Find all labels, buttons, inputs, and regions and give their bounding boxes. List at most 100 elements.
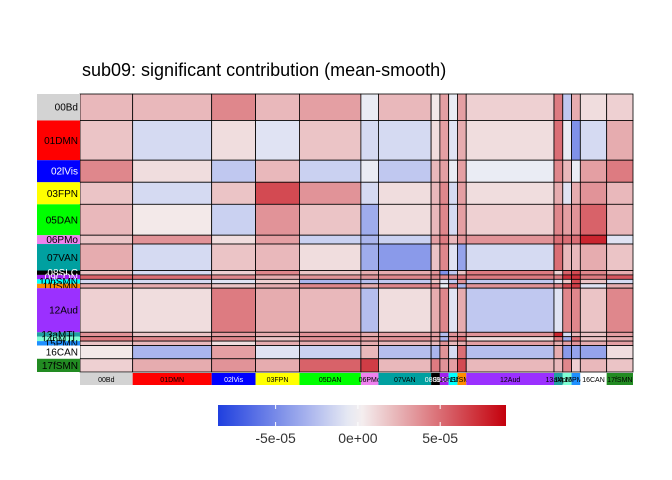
heatmap-cell-15PMN-16CAN: [579, 340, 608, 346]
heatmap-cell-00Bd-05DAN: [299, 93, 362, 121]
heatmap-cell-02lVis-13aMTL: [553, 159, 564, 183]
heatmap-cell-11fSMN-03FPN: [255, 283, 300, 289]
heatmap-cell-14pMTL-05DAN: [299, 336, 362, 342]
col-label-15PMN: 15PMN: [564, 377, 587, 384]
heatmap-cell-06PMo-02lVis: [211, 234, 256, 245]
heatmap-cell-07VAN-01DMN: [132, 243, 213, 271]
col-band-13aMTL: [554, 373, 563, 385]
row-band-10hSMN: [37, 279, 80, 284]
heatmap-cell-11fSMN-05DAN: [299, 283, 362, 289]
heatmap-cell-05DAN-12Aud: [465, 203, 555, 236]
heatmap-cell-17fSMN-13aMTL: [553, 358, 564, 373]
heatmap-cell-11fSMN-17fSMN: [606, 283, 634, 289]
heatmap-cell-13aMTL-17fSMN: [606, 331, 634, 338]
heatmap-cell-17fSMN-12Aud: [465, 358, 555, 373]
col-band-15PMN: [571, 373, 581, 385]
heatmap-cell-16CAN-15PMN: [571, 345, 581, 360]
row-label-01DMN: 01DMN: [44, 136, 78, 147]
heatmap-cell-10hSMN-13aMTL: [553, 278, 564, 285]
heatmap-cell-01DMN-06PMo: [360, 120, 379, 161]
heatmap-cell-03FPN-01DMN: [132, 181, 213, 205]
heatmap-cell-06PMo-17fSMN: [606, 234, 634, 245]
heatmap-cell-03FPN-00Bd: [79, 181, 134, 205]
heatmap-cell-01DMN-01DMN: [132, 120, 213, 161]
row-band-01DMN: [37, 120, 80, 161]
heatmap-cell-02lVis-06PMo: [360, 159, 379, 183]
col-label-09CON: 09CON: [433, 377, 456, 384]
heatmap-cell-05DAN-09CON: [439, 203, 450, 236]
heatmap-cell-17fSMN-08SLC: [430, 358, 441, 373]
heatmap-cell-09CON-17fSMN: [606, 274, 634, 280]
heatmap-cell-03FPN-07VAN: [378, 181, 432, 205]
heatmap-cell-09CON-06PMo: [360, 274, 379, 280]
heatmap-cell-17fSMN-03FPN: [255, 358, 300, 373]
heatmap-cell-15PMN-03FPN: [255, 340, 300, 346]
heatmap-cell-17fSMN-10hSMN: [448, 358, 458, 373]
row-band-08SLC: [37, 270, 80, 275]
heatmap-cell-02lVis-11fSMN: [457, 159, 467, 183]
heatmap-cell-08SLC-03FPN: [255, 270, 300, 276]
heatmap-cell-16CAN-02lVis: [211, 345, 256, 360]
heatmap-cell-06PMo-13aMTL: [553, 234, 564, 245]
row-label-15PMN: 15PMN: [45, 339, 78, 350]
col-label-01DMN: 01DMN: [160, 377, 184, 384]
heatmap-cell-03FPN-17fSMN: [606, 181, 634, 205]
heatmap-cell-09CON-05DAN: [299, 274, 362, 280]
col-label-10hSMN: 10hSMN: [439, 377, 466, 384]
heatmap-cell-07VAN-14pMTL: [562, 243, 572, 271]
heatmap-cell-12Aud-07VAN: [378, 287, 432, 333]
heatmap-cell-12Aud-01DMN: [132, 287, 213, 333]
row-label-12Aud: 12Aud: [49, 306, 78, 317]
row-label-14pMTL: 14pMTL: [41, 334, 78, 345]
row-band-02lVis: [37, 160, 80, 183]
row-label-07VAN: 07VAN: [47, 253, 78, 264]
heatmap-cell-17fSMN-14pMTL: [562, 358, 572, 373]
column-labels: 00Bd 01DMN 02lVis 03FPN 05DAN 06PMo 07VAN 08SLC…: [80, 373, 633, 385]
heatmap-cell-01DMN-10hSMN: [448, 120, 458, 161]
heatmap-cell-13aMTL-14pMTL: [562, 331, 572, 338]
heatmap-cell-03FPN-14pMTL: [562, 181, 572, 205]
heatmap-cell-16CAN-17fSMN: [606, 345, 634, 360]
colorbar-tick-label: 5e-05: [422, 430, 458, 446]
heatmap-cell-08SLC-12Aud: [465, 270, 555, 276]
heatmap-cell-15PMN-11fSMN: [457, 340, 467, 346]
heatmap-cell-08SLC-13aMTL: [553, 270, 564, 276]
col-label-14pMTL: 14pMTL: [554, 377, 580, 384]
heatmap-cell-17fSMN-07VAN: [378, 358, 432, 373]
heatmap-cell-10hSMN-06PMo: [360, 278, 379, 285]
row-label-11fSMN: 11fSMN: [43, 281, 78, 292]
col-label-02lVis: 02lVis: [224, 377, 243, 384]
heatmap-cell-08SLC-07VAN: [378, 270, 432, 276]
heatmap-cell-10hSMN-02lVis: [211, 278, 256, 285]
row-labels: 00Bd 01DMN 02lVis 03FPN 05DAN 06PMo 07VAN 08SLC…: [37, 94, 80, 372]
heatmap-cell-15PMN-07VAN: [378, 340, 432, 346]
heatmap-cell-01DMN-03FPN: [255, 120, 300, 161]
heatmap-cell-10hSMN-12Aud: [465, 278, 555, 285]
heatmap-cell-11fSMN-15PMN: [571, 283, 581, 289]
heatmap-cell-00Bd-10hSMN: [448, 93, 458, 121]
heatmap-cell-14pMTL-03FPN: [255, 336, 300, 342]
heatmap-cell-16CAN-10hSMN: [448, 345, 458, 360]
row-label-08SLC: 08SLC: [47, 268, 78, 279]
heatmap-cell-05DAN-17fSMN: [606, 203, 634, 236]
heatmap-cell-00Bd-11fSMN: [457, 93, 467, 121]
heatmap-cell-05DAN-03FPN: [255, 203, 300, 236]
heatmap-cell-00Bd-06PMo: [360, 93, 379, 121]
heatmap-cell-05DAN-02lVis: [211, 203, 256, 236]
heatmap-cell-12Aud-09CON: [439, 287, 450, 333]
heatmap-cell-13aMTL-13aMTL: [553, 331, 564, 338]
heatmap-cell-08SLC-06PMo: [360, 270, 379, 276]
heatmap-cell-15PMN-05DAN: [299, 340, 362, 346]
heatmap-cell-01DMN-05DAN: [299, 120, 362, 161]
heatmap-cell-07VAN-05DAN: [299, 243, 362, 271]
heatmap-cell-14pMTL-07VAN: [378, 336, 432, 342]
row-band-11fSMN: [37, 283, 80, 289]
heatmap-cell-11fSMN-07VAN: [378, 283, 432, 289]
heatmap-cell-12Aud-02lVis: [211, 287, 256, 333]
row-label-05DAN: 05DAN: [46, 215, 78, 226]
heatmap-cell-09CON-12Aud: [465, 274, 555, 280]
col-band-16CAN: [580, 373, 607, 385]
heatmap-cell-16CAN-08SLC: [430, 345, 441, 360]
heatmap-cell-17fSMN-11fSMN: [457, 358, 467, 373]
heatmap-cell-10hSMN-11fSMN: [457, 278, 467, 285]
